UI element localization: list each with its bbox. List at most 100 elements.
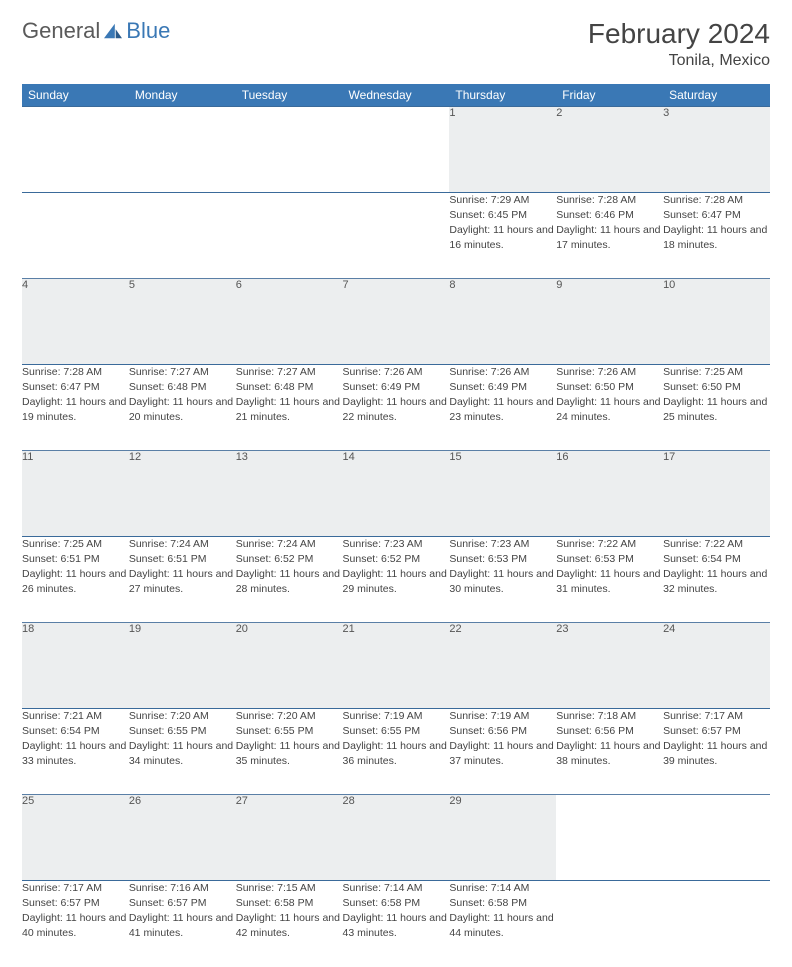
weekday-header: Tuesday [236, 84, 343, 107]
sunrise-line: Sunrise: 7:27 AM [129, 365, 236, 379]
sunrise-line: Sunrise: 7:24 AM [236, 537, 343, 551]
sunrise-line: Sunrise: 7:18 AM [556, 709, 663, 723]
daylight-line: Daylight: 11 hours and 38 minutes. [556, 739, 663, 767]
daylight-line: Daylight: 11 hours and 17 minutes. [556, 223, 663, 251]
day-data-cell: Sunrise: 7:20 AMSunset: 6:55 PMDaylight:… [236, 709, 343, 795]
daylight-line: Daylight: 11 hours and 29 minutes. [343, 567, 450, 595]
day-data-cell [22, 193, 129, 279]
sunset-line: Sunset: 6:46 PM [556, 208, 663, 222]
weekday-header: Monday [129, 84, 236, 107]
day-number-cell: 26 [129, 795, 236, 881]
day-data-cell: Sunrise: 7:27 AMSunset: 6:48 PMDaylight:… [129, 365, 236, 451]
sunrise-line: Sunrise: 7:28 AM [22, 365, 129, 379]
title-block: February 2024 Tonila, Mexico [588, 18, 770, 70]
day-number-cell: 8 [449, 279, 556, 365]
sunrise-line: Sunrise: 7:16 AM [129, 881, 236, 895]
sunrise-line: Sunrise: 7:14 AM [343, 881, 450, 895]
sunset-line: Sunset: 6:53 PM [556, 552, 663, 566]
day-number-cell: 12 [129, 451, 236, 537]
day-number-cell: 13 [236, 451, 343, 537]
sunset-line: Sunset: 6:56 PM [449, 724, 556, 738]
day-data-cell: Sunrise: 7:15 AMSunset: 6:58 PMDaylight:… [236, 881, 343, 967]
day-data-cell: Sunrise: 7:21 AMSunset: 6:54 PMDaylight:… [22, 709, 129, 795]
day-number-cell: 28 [343, 795, 450, 881]
weekday-header-row: SundayMondayTuesdayWednesdayThursdayFrid… [22, 84, 770, 107]
day-data-cell: Sunrise: 7:19 AMSunset: 6:56 PMDaylight:… [449, 709, 556, 795]
day-data-cell: Sunrise: 7:19 AMSunset: 6:55 PMDaylight:… [343, 709, 450, 795]
day-number-cell [663, 795, 770, 881]
day-data-cell: Sunrise: 7:17 AMSunset: 6:57 PMDaylight:… [22, 881, 129, 967]
day-data-cell: Sunrise: 7:17 AMSunset: 6:57 PMDaylight:… [663, 709, 770, 795]
daynum-row: 18192021222324 [22, 623, 770, 709]
brand-part1: General [22, 18, 100, 44]
sunrise-line: Sunrise: 7:25 AM [663, 365, 770, 379]
sunset-line: Sunset: 6:55 PM [236, 724, 343, 738]
day-number-cell: 16 [556, 451, 663, 537]
day-number-cell: 15 [449, 451, 556, 537]
daylight-line: Daylight: 11 hours and 22 minutes. [343, 395, 450, 423]
daynum-row: 45678910 [22, 279, 770, 365]
daylight-line: Daylight: 11 hours and 21 minutes. [236, 395, 343, 423]
sunrise-line: Sunrise: 7:21 AM [22, 709, 129, 723]
daylight-line: Daylight: 11 hours and 35 minutes. [236, 739, 343, 767]
data-row: Sunrise: 7:28 AMSunset: 6:47 PMDaylight:… [22, 365, 770, 451]
day-number-cell: 29 [449, 795, 556, 881]
calendar-table: SundayMondayTuesdayWednesdayThursdayFrid… [22, 84, 770, 967]
daylight-line: Daylight: 11 hours and 19 minutes. [22, 395, 129, 423]
day-number-cell: 7 [343, 279, 450, 365]
day-data-cell: Sunrise: 7:26 AMSunset: 6:49 PMDaylight:… [449, 365, 556, 451]
day-data-cell [663, 881, 770, 967]
day-number-cell: 3 [663, 107, 770, 193]
daylight-line: Daylight: 11 hours and 25 minutes. [663, 395, 770, 423]
day-number-cell: 20 [236, 623, 343, 709]
sunset-line: Sunset: 6:58 PM [343, 896, 450, 910]
day-number-cell: 2 [556, 107, 663, 193]
day-data-cell: Sunrise: 7:26 AMSunset: 6:49 PMDaylight:… [343, 365, 450, 451]
location-label: Tonila, Mexico [588, 52, 770, 70]
day-number-cell: 11 [22, 451, 129, 537]
sunrise-line: Sunrise: 7:17 AM [22, 881, 129, 895]
day-data-cell [236, 193, 343, 279]
sunset-line: Sunset: 6:54 PM [22, 724, 129, 738]
sunrise-line: Sunrise: 7:28 AM [556, 193, 663, 207]
day-number-cell: 1 [449, 107, 556, 193]
daylight-line: Daylight: 11 hours and 37 minutes. [449, 739, 556, 767]
day-data-cell: Sunrise: 7:14 AMSunset: 6:58 PMDaylight:… [343, 881, 450, 967]
day-data-cell: Sunrise: 7:27 AMSunset: 6:48 PMDaylight:… [236, 365, 343, 451]
sunset-line: Sunset: 6:58 PM [449, 896, 556, 910]
sunset-line: Sunset: 6:52 PM [343, 552, 450, 566]
sunset-line: Sunset: 6:57 PM [129, 896, 236, 910]
sunrise-line: Sunrise: 7:14 AM [449, 881, 556, 895]
day-number-cell [556, 795, 663, 881]
day-number-cell: 27 [236, 795, 343, 881]
daylight-line: Daylight: 11 hours and 33 minutes. [22, 739, 129, 767]
sunset-line: Sunset: 6:49 PM [449, 380, 556, 394]
day-data-cell: Sunrise: 7:23 AMSunset: 6:52 PMDaylight:… [343, 537, 450, 623]
sunset-line: Sunset: 6:58 PM [236, 896, 343, 910]
day-number-cell [22, 107, 129, 193]
day-number-cell: 14 [343, 451, 450, 537]
sunset-line: Sunset: 6:51 PM [22, 552, 129, 566]
sunset-line: Sunset: 6:54 PM [663, 552, 770, 566]
daylight-line: Daylight: 11 hours and 44 minutes. [449, 911, 556, 939]
day-number-cell [343, 107, 450, 193]
daylight-line: Daylight: 11 hours and 43 minutes. [343, 911, 450, 939]
day-data-cell: Sunrise: 7:28 AMSunset: 6:47 PMDaylight:… [22, 365, 129, 451]
day-data-cell: Sunrise: 7:26 AMSunset: 6:50 PMDaylight:… [556, 365, 663, 451]
weekday-header: Thursday [449, 84, 556, 107]
sunset-line: Sunset: 6:48 PM [129, 380, 236, 394]
sunset-line: Sunset: 6:56 PM [556, 724, 663, 738]
day-data-cell: Sunrise: 7:28 AMSunset: 6:46 PMDaylight:… [556, 193, 663, 279]
data-row: Sunrise: 7:29 AMSunset: 6:45 PMDaylight:… [22, 193, 770, 279]
day-data-cell: Sunrise: 7:25 AMSunset: 6:50 PMDaylight:… [663, 365, 770, 451]
day-number-cell: 4 [22, 279, 129, 365]
weekday-header: Friday [556, 84, 663, 107]
day-data-cell [343, 193, 450, 279]
sunrise-line: Sunrise: 7:19 AM [449, 709, 556, 723]
day-data-cell [129, 193, 236, 279]
sunset-line: Sunset: 6:45 PM [449, 208, 556, 222]
sunset-line: Sunset: 6:53 PM [449, 552, 556, 566]
day-data-cell: Sunrise: 7:28 AMSunset: 6:47 PMDaylight:… [663, 193, 770, 279]
daylight-line: Daylight: 11 hours and 30 minutes. [449, 567, 556, 595]
day-data-cell: Sunrise: 7:24 AMSunset: 6:52 PMDaylight:… [236, 537, 343, 623]
